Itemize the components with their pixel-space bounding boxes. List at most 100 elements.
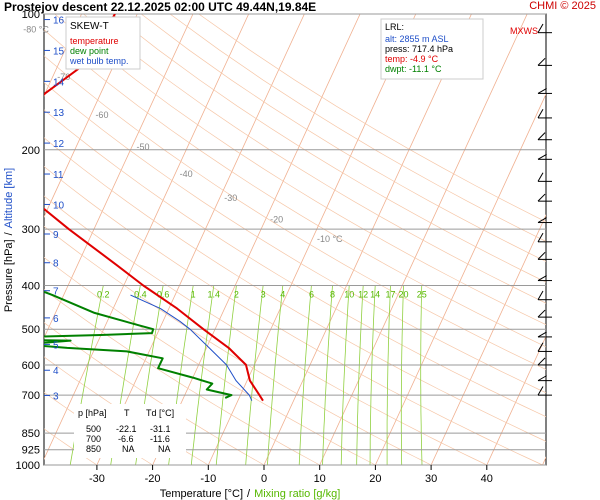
series-line-dew-point bbox=[44, 290, 233, 399]
mixing-ratio-label: 6 bbox=[309, 290, 314, 300]
altitude-tick-label: 16 bbox=[53, 16, 65, 27]
mixing-ratio-label: 12 bbox=[358, 290, 368, 300]
series-line-wet-bulb-temp bbox=[130, 294, 253, 401]
mixing-ratio-label: 14 bbox=[370, 290, 380, 300]
wind-barb-flag bbox=[537, 87, 547, 94]
wind-barb-flag bbox=[537, 290, 544, 300]
table-header-t: T bbox=[124, 408, 130, 418]
series-line-temperature bbox=[44, 14, 264, 402]
isotherm-line bbox=[44, 14, 250, 460]
altitude-tick-label: 4 bbox=[53, 366, 59, 377]
mixing-ratio-label: 1.4 bbox=[208, 290, 221, 300]
mixing-ratio-label: 8 bbox=[330, 290, 335, 300]
isotherm-label: -20 bbox=[270, 215, 283, 225]
altitude-tick-label: 9 bbox=[53, 230, 59, 241]
isotherm-line bbox=[44, 14, 82, 97]
table-cell: -6.6 bbox=[118, 434, 134, 444]
isotherm-label: -30 bbox=[224, 193, 237, 203]
wind-barb-flag bbox=[537, 309, 546, 318]
mixing-ratio-label: 3 bbox=[261, 290, 266, 300]
dry-adiabat bbox=[54, 14, 546, 326]
wind-barb-flag bbox=[537, 172, 544, 182]
dry-adiabat bbox=[44, 29, 546, 348]
pressure-tick-label: 400 bbox=[22, 281, 40, 293]
x-tick-label: -30 bbox=[89, 473, 105, 485]
pressure-tick-label: 600 bbox=[22, 360, 40, 372]
altitude-tick-label: 14 bbox=[53, 77, 65, 88]
altitude-tick-label: 3 bbox=[53, 391, 59, 402]
lrl-dwpt: dwpt: -11.1 °C bbox=[385, 64, 442, 74]
legend: SKEW-T temperature dew point wet bulb te… bbox=[65, 16, 141, 70]
table-header-p: p [hPa] bbox=[78, 408, 107, 418]
table-cell: NA bbox=[158, 444, 171, 454]
chart-title: Prostejov descent 22.12.2025 02:00 UTC 4… bbox=[4, 0, 317, 14]
dry-adiabat bbox=[140, 14, 546, 262]
altitude-tick-label: 5 bbox=[53, 340, 59, 351]
wind-barb-flag bbox=[537, 331, 547, 338]
wind-barb-flag bbox=[537, 193, 546, 202]
lrl-title: LRL: bbox=[385, 22, 404, 32]
table-header-td: Td [°C] bbox=[146, 408, 174, 418]
x-tick-label: 0 bbox=[261, 473, 267, 485]
y-axis-label-altitude: Altitude [km] bbox=[3, 168, 15, 229]
isotherm-line bbox=[430, 214, 546, 465]
x-tick-label: 20 bbox=[369, 473, 381, 485]
pressure-tick-label: 1000 bbox=[16, 460, 40, 472]
y-axis-label-pressure: Pressure [hPa] bbox=[3, 239, 15, 312]
lrl-temp: temp: -4.9 °C bbox=[385, 54, 439, 64]
wind-barb-flag bbox=[537, 275, 547, 282]
mixing-ratio-label: 20 bbox=[399, 290, 409, 300]
isotherm-line bbox=[96, 14, 305, 465]
table-cell: 700 bbox=[86, 434, 101, 444]
x-axis-label: Temperature [°C] / Mixing ratio [g/kg] bbox=[160, 488, 341, 500]
table-cell: NA bbox=[122, 444, 135, 454]
lrl-box: LRL: alt: 2855 m ASL press: 717.4 hPa te… bbox=[380, 18, 484, 80]
wind-barb-flag bbox=[537, 342, 544, 352]
mixing-ratio-label: 10 bbox=[344, 290, 354, 300]
x-axis-label-temp: Temperature [°C] bbox=[160, 488, 243, 500]
isotherm-label: -60 bbox=[95, 110, 108, 120]
x-tick-label: 30 bbox=[425, 473, 437, 485]
isotherm-labels: 0.2 0.4 0.6 1 1.4 2 3 4 6 8 10 12 14 17 20 25-80 °C-70-… bbox=[23, 25, 426, 300]
x-tick-label: 10 bbox=[314, 473, 326, 485]
wind-barb-flag bbox=[537, 23, 544, 33]
wind-barb-flag bbox=[537, 357, 546, 366]
legend-title: SKEW-T bbox=[70, 21, 109, 32]
mixing-ratio-label: 2 bbox=[234, 290, 239, 300]
altitude-tick-label: 7 bbox=[53, 287, 59, 298]
table-cell: 850 bbox=[86, 444, 101, 454]
dry-adiabat bbox=[198, 14, 546, 223]
isotherm-line bbox=[263, 14, 472, 465]
copyright-label: CHMI © 2025 bbox=[529, 0, 596, 12]
isotherm-lines bbox=[44, 14, 546, 465]
isotherm-label: -40 bbox=[180, 169, 193, 179]
isotherm-label: -50 bbox=[137, 142, 150, 152]
isotherm-line bbox=[44, 14, 138, 218]
dry-adiabat bbox=[44, 109, 546, 418]
altitude-tick-label: 13 bbox=[53, 108, 65, 119]
altitude-tick-label: 6 bbox=[53, 314, 59, 325]
isotherm-line bbox=[152, 14, 361, 465]
isotherm-line bbox=[44, 14, 194, 339]
isotherm-line bbox=[542, 456, 546, 465]
wind-barb-flag bbox=[537, 109, 544, 119]
wind-barb-flag bbox=[537, 132, 546, 141]
isotherm-line bbox=[375, 93, 546, 465]
axes: 1002003004005006007008509251000345678910… bbox=[16, 9, 493, 485]
pressure-tick-label: 300 bbox=[22, 224, 40, 236]
mixing-ratio-label: 17 bbox=[385, 290, 395, 300]
wind-barb-flag bbox=[537, 386, 544, 396]
legend-wetbulb: wet bulb temp. bbox=[69, 56, 129, 66]
mixing-ratio-label: 0.2 bbox=[97, 290, 110, 300]
isotherm-label: -80 °C bbox=[23, 25, 49, 35]
altitude-tick-label: 12 bbox=[53, 139, 65, 150]
dry-adiabat bbox=[44, 55, 546, 370]
altitude-tick-label: 11 bbox=[53, 170, 64, 181]
table-cell: -22.1 bbox=[116, 424, 137, 434]
mixing-ratio-label: 25 bbox=[417, 290, 427, 300]
data-table: p [hPa] T Td [°C] 500 -22.1 -31.1 700 -6… bbox=[74, 404, 186, 458]
table-cell: 500 bbox=[86, 424, 101, 434]
wind-barb-flag bbox=[537, 251, 546, 260]
x-axis-label-sep: / bbox=[247, 488, 251, 500]
